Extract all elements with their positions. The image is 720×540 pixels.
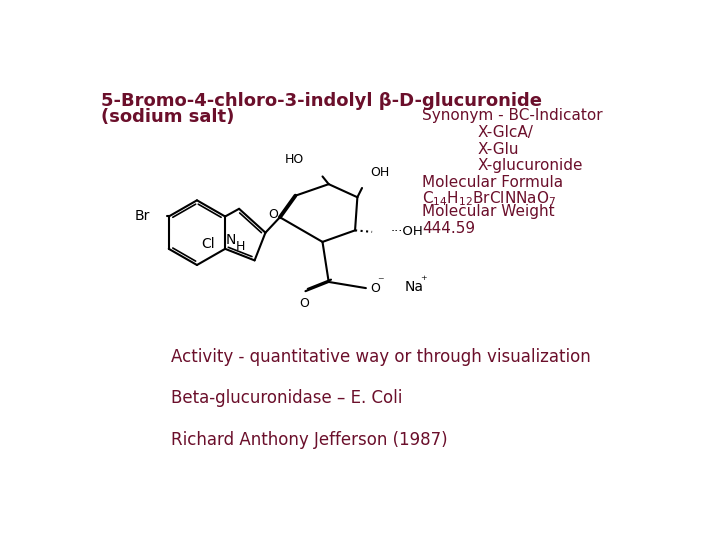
Text: Cl: Cl <box>201 237 215 251</box>
Text: (sodium salt): (sodium salt) <box>101 109 235 126</box>
Text: N: N <box>225 233 235 247</box>
Text: X-GlcA/: X-GlcA/ <box>478 125 534 140</box>
Text: Br: Br <box>135 210 150 224</box>
Text: Beta-glucuronidase – E. Coli: Beta-glucuronidase – E. Coli <box>171 389 402 407</box>
Text: O: O <box>299 298 309 310</box>
Text: Molecular Formula: Molecular Formula <box>422 175 563 190</box>
Text: ⁺: ⁺ <box>420 274 427 287</box>
Text: Activity - quantitative way or through visualization: Activity - quantitative way or through v… <box>171 348 590 366</box>
Text: X-glucuronide: X-glucuronide <box>478 158 583 173</box>
Text: ⁻: ⁻ <box>377 275 384 288</box>
Text: Molecular Weight: Molecular Weight <box>422 204 554 219</box>
Text: 5-Bromo-4-chloro-3-indolyl β-D-glucuronide: 5-Bromo-4-chloro-3-indolyl β-D-glucuroni… <box>101 92 542 110</box>
Text: Richard Anthony Jefferson (1987): Richard Anthony Jefferson (1987) <box>171 431 448 449</box>
Text: 444.59: 444.59 <box>422 221 475 236</box>
Text: X-Glu: X-Glu <box>478 141 519 157</box>
Text: HO: HO <box>284 153 304 166</box>
Text: OH: OH <box>370 166 389 179</box>
Text: ···OH: ···OH <box>391 225 423 238</box>
Text: Synonym - BC-Indicator: Synonym - BC-Indicator <box>422 109 603 124</box>
Text: H: H <box>236 240 246 253</box>
Text: Na: Na <box>405 280 423 294</box>
Text: $\mathregular{C_{14}H_{12}BrClNNaO_{7}}$: $\mathregular{C_{14}H_{12}BrClNNaO_{7}}$ <box>422 190 557 208</box>
Text: O: O <box>269 208 279 221</box>
Text: O: O <box>370 281 379 295</box>
